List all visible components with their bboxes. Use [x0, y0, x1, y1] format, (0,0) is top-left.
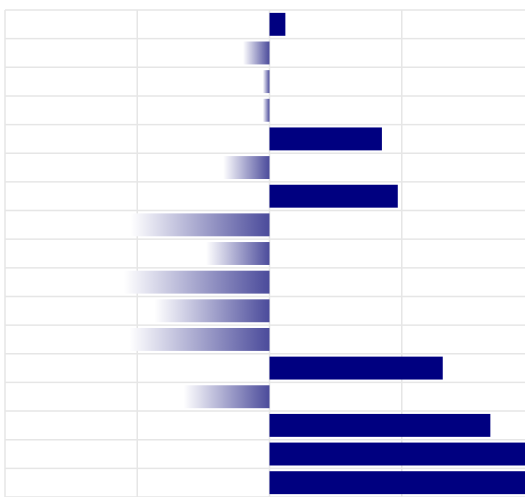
bar-12: [129, 327, 270, 351]
bar-9: [206, 242, 270, 265]
bar-7: [269, 184, 398, 208]
bar-14: [183, 385, 270, 409]
chart-grid: [4, 9, 525, 497]
bar-13: [269, 356, 443, 380]
bar-15: [269, 413, 491, 437]
bar-17: [269, 471, 525, 495]
bar-3: [262, 70, 270, 94]
bar-11: [154, 299, 270, 323]
bar-4: [262, 98, 270, 122]
bar-6: [223, 156, 270, 180]
bar-5: [269, 127, 382, 151]
bar-1: [269, 12, 286, 36]
bar-16: [269, 442, 525, 466]
bar-8: [130, 213, 270, 237]
chart-bars: [124, 12, 525, 495]
bar-2: [243, 41, 270, 65]
bar-10: [124, 270, 270, 294]
